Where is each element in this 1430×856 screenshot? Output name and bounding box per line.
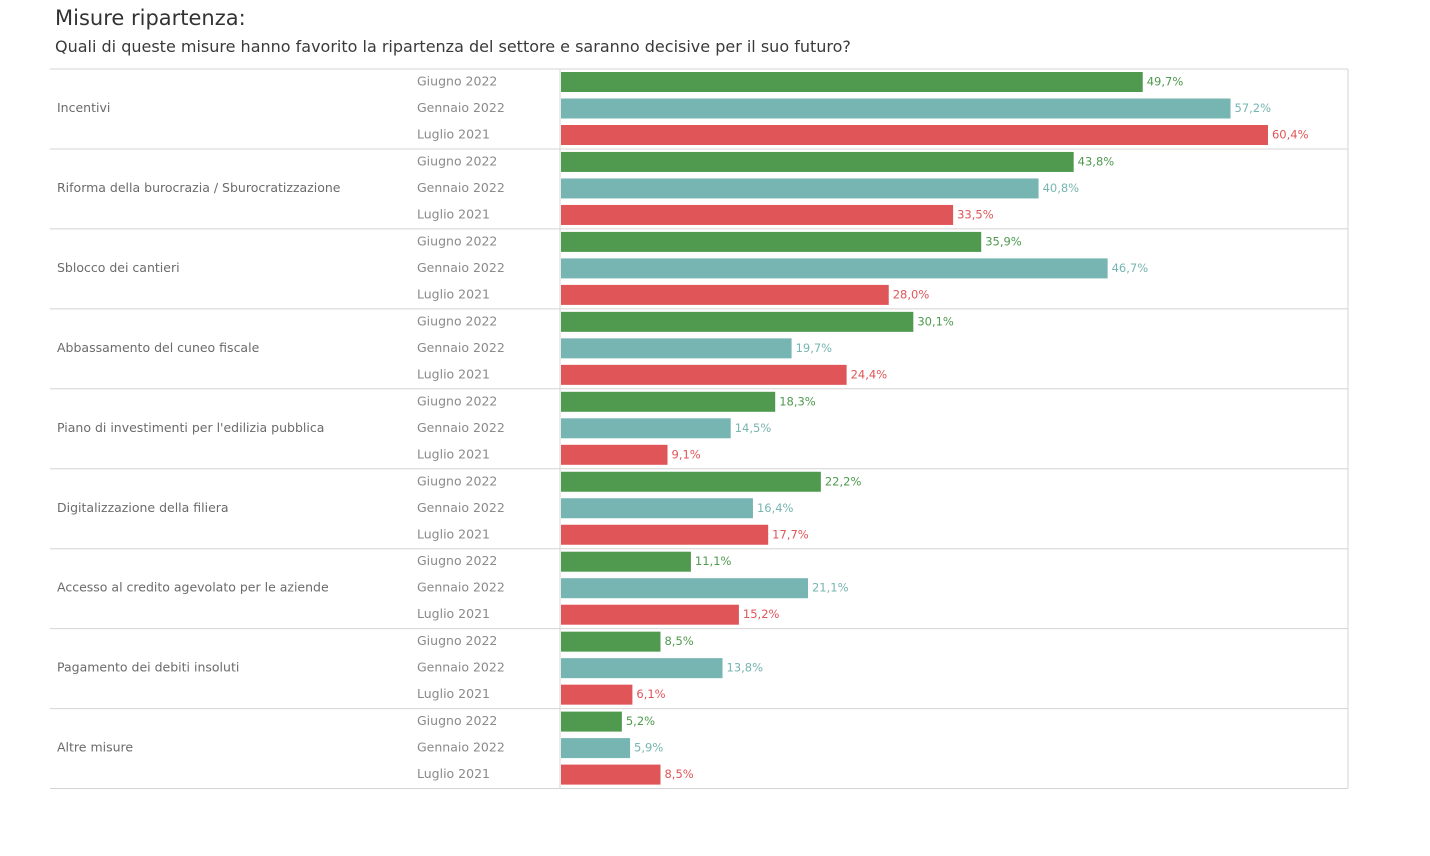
bar <box>561 204 954 225</box>
category-label: Pagamento dei debiti insoluti <box>57 660 239 675</box>
period-label: Luglio 2021 <box>417 766 490 781</box>
data-label: 14,5% <box>735 421 772 435</box>
period-label: Gennaio 2022 <box>417 660 505 675</box>
period-label: Giugno 2022 <box>417 393 497 408</box>
period-label: Luglio 2021 <box>417 446 490 461</box>
period-label: Giugno 2022 <box>417 313 497 328</box>
data-label: 11,1% <box>695 554 732 568</box>
data-label: 24,4% <box>851 367 888 381</box>
period-label: Luglio 2021 <box>417 206 490 221</box>
chart-title: Misure ripartenza: <box>55 6 246 30</box>
bar <box>561 151 1074 172</box>
bar <box>561 231 982 252</box>
bar <box>561 418 731 439</box>
period-label: Luglio 2021 <box>417 526 490 541</box>
data-label: 9,1% <box>672 447 701 461</box>
data-label: 33,5% <box>957 207 994 221</box>
data-label: 40,8% <box>1043 181 1080 195</box>
bar <box>561 738 631 759</box>
period-label: Giugno 2022 <box>417 473 497 488</box>
chart-subtitle: Quali di queste misure hanno favorito la… <box>55 37 851 56</box>
bar <box>561 551 691 572</box>
bar <box>561 658 723 679</box>
data-label: 30,1% <box>917 314 954 328</box>
data-label: 5,2% <box>626 714 655 728</box>
period-label: Gennaio 2022 <box>417 100 505 115</box>
data-label: 13,8% <box>727 661 764 675</box>
bar <box>561 631 661 652</box>
period-label: Giugno 2022 <box>417 553 497 568</box>
bar <box>561 391 776 412</box>
period-label: Giugno 2022 <box>417 713 497 728</box>
bar <box>561 284 889 305</box>
bar <box>561 498 753 519</box>
period-label: Gennaio 2022 <box>417 500 505 515</box>
period-label: Gennaio 2022 <box>417 180 505 195</box>
category-label: Riforma della burocrazia / Sburocratizza… <box>57 180 341 195</box>
category-label: Piano di investimenti per l'edilizia pub… <box>57 420 324 435</box>
period-label: Giugno 2022 <box>417 233 497 248</box>
data-label: 15,2% <box>743 607 780 621</box>
bar <box>561 178 1039 199</box>
data-label: 19,7% <box>796 341 833 355</box>
category-label: Abbassamento del cuneo fiscale <box>57 340 260 355</box>
period-label: Gennaio 2022 <box>417 740 505 755</box>
bar <box>561 524 769 545</box>
period-label: Luglio 2021 <box>417 127 490 142</box>
bar <box>561 125 1268 145</box>
bar <box>561 711 622 732</box>
bar <box>561 364 847 385</box>
period-label: Luglio 2021 <box>417 686 490 701</box>
category-label: Incentivi <box>57 100 110 115</box>
data-label: 8,5% <box>664 767 693 781</box>
data-label: 17,7% <box>772 527 809 541</box>
period-label: Gennaio 2022 <box>417 340 505 355</box>
bar <box>561 684 633 705</box>
bar <box>561 258 1108 279</box>
period-label: Gennaio 2022 <box>417 420 505 435</box>
period-label: Giugno 2022 <box>417 633 497 648</box>
period-label: Giugno 2022 <box>417 153 497 168</box>
data-label: 46,7% <box>1112 261 1149 275</box>
data-label: 43,8% <box>1078 154 1115 168</box>
bar <box>561 444 668 465</box>
category-label: Digitalizzazione della filiera <box>57 500 229 515</box>
period-label: Luglio 2021 <box>417 606 490 621</box>
bar <box>561 98 1231 119</box>
data-label: 60,4% <box>1272 128 1309 142</box>
data-label: 8,5% <box>664 634 693 648</box>
bar <box>561 764 661 785</box>
bar <box>561 72 1143 92</box>
bar <box>561 311 914 332</box>
period-label: Luglio 2021 <box>417 366 490 381</box>
data-label: 16,4% <box>757 501 794 515</box>
period-label: Luglio 2021 <box>417 286 490 301</box>
bar <box>561 578 808 599</box>
period-label: Gennaio 2022 <box>417 580 505 595</box>
data-label: 5,9% <box>634 741 663 755</box>
bar <box>561 471 821 492</box>
data-label: 21,1% <box>812 581 849 595</box>
data-label: 6,1% <box>636 687 665 701</box>
bar <box>561 604 739 625</box>
category-label: Sblocco dei cantieri <box>57 260 180 275</box>
data-label: 57,2% <box>1235 101 1272 115</box>
data-label: 35,9% <box>985 234 1022 248</box>
category-label: Altre misure <box>57 740 133 755</box>
category-label: Accesso al credito agevolato per le azie… <box>57 580 329 595</box>
data-label: 18,3% <box>779 394 816 408</box>
data-label: 28,0% <box>893 287 930 301</box>
period-label: Gennaio 2022 <box>417 260 505 275</box>
period-label: Giugno 2022 <box>417 74 497 89</box>
bar <box>561 338 792 359</box>
data-label: 49,7% <box>1147 75 1184 89</box>
data-label: 22,2% <box>825 474 862 488</box>
